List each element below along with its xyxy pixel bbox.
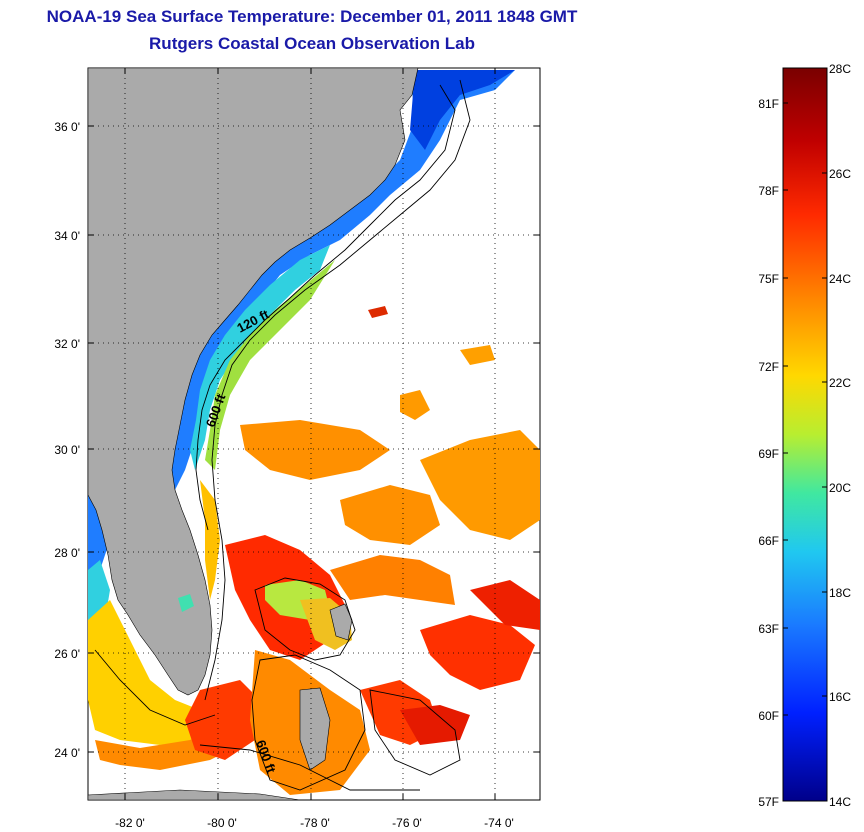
cb-f-72: 72F bbox=[758, 360, 779, 374]
contour-120ft bbox=[195, 84, 456, 531]
sst-coastal-cyan bbox=[190, 245, 330, 470]
contour-florida-keys bbox=[94, 649, 216, 726]
cb-c-24: 24C bbox=[829, 272, 851, 286]
cb-c-14: 14C bbox=[829, 795, 851, 809]
cb-f-75: 75F bbox=[758, 272, 779, 286]
bathymetry-contours bbox=[94, 79, 471, 791]
contour-bahamas bbox=[254, 577, 356, 661]
cb-f-81: 81F bbox=[758, 97, 779, 111]
cb-f-57: 57F bbox=[758, 795, 779, 809]
sst-orange-scatter bbox=[400, 390, 430, 420]
land-bahamas-1 bbox=[329, 603, 353, 641]
colorbar-ticks bbox=[783, 67, 827, 802]
sst-orange-mid bbox=[460, 345, 495, 365]
cb-c-22: 22C bbox=[829, 376, 851, 390]
lat-label-36: 36 0' bbox=[54, 120, 80, 134]
lon-label-80: -80 0' bbox=[207, 816, 237, 830]
cb-f-63: 63F bbox=[758, 622, 779, 636]
contour-600ft bbox=[204, 79, 471, 701]
cb-f-78: 78F bbox=[758, 184, 779, 198]
lat-label-34: 34 0' bbox=[54, 229, 80, 243]
land-bahamas-2 bbox=[299, 687, 331, 771]
sst-red-patch-north bbox=[368, 306, 388, 318]
sst-warm-orange-2 bbox=[330, 555, 455, 605]
map-layers bbox=[88, 68, 540, 800]
axis-ticks bbox=[88, 68, 540, 800]
land-cuba bbox=[88, 789, 301, 800]
cb-c-18: 18C bbox=[829, 586, 851, 600]
lon-label-78: -78 0' bbox=[300, 816, 330, 830]
cb-f-69: 69F bbox=[758, 447, 779, 461]
contour-bahamas-2 bbox=[251, 654, 366, 791]
lon-label-74: -74 0' bbox=[484, 816, 514, 830]
sst-warm-orange-4 bbox=[240, 420, 390, 480]
lat-label-24: 24 0' bbox=[54, 746, 80, 760]
sst-warm-red-3 bbox=[420, 615, 535, 690]
lon-labels: -82 0' -80 0' -78 0' -76 0' -74 0' bbox=[115, 816, 514, 830]
map-title: NOAA-19 Sea Surface Temperature: Decembe… bbox=[46, 7, 578, 26]
contour-bahamas-3 bbox=[369, 689, 461, 776]
lat-labels: 36 0' 34 0' 32 0' 30 0' 28 0' 26 0' 24 0… bbox=[54, 120, 80, 760]
sst-warm-red-2 bbox=[185, 680, 260, 760]
cb-c-26: 26C bbox=[829, 167, 851, 181]
colorbar-fahrenheit-labels: 81F 78F 75F 72F 69F 66F 63F 60F 57F bbox=[758, 97, 779, 809]
cb-f-60: 60F bbox=[758, 709, 779, 723]
sst-coastal-green bbox=[205, 260, 335, 470]
colorbar-celsius-labels: 28C 26C 24C 22C 20C 18C 16C 14C bbox=[829, 62, 851, 809]
sst-coastal-cold bbox=[150, 70, 515, 500]
graticule bbox=[88, 68, 540, 800]
sst-warm-orange-3 bbox=[420, 430, 540, 540]
contour-cuba bbox=[199, 744, 420, 791]
sst-warm-red-6 bbox=[400, 705, 470, 745]
lat-label-30: 30 0' bbox=[54, 443, 80, 457]
sst-warm-orange-5 bbox=[340, 485, 440, 545]
sst-warm-red-4 bbox=[470, 580, 540, 630]
lat-label-32: 32 0' bbox=[54, 337, 80, 351]
cb-f-66: 66F bbox=[758, 534, 779, 548]
colorbar bbox=[782, 67, 828, 802]
cb-c-20: 20C bbox=[829, 481, 851, 495]
lat-label-26: 26 0' bbox=[54, 647, 80, 661]
lat-label-28: 28 0' bbox=[54, 546, 80, 560]
lon-label-82: -82 0' bbox=[115, 816, 145, 830]
sst-coastal-blue bbox=[410, 70, 515, 150]
cb-c-16: 16C bbox=[829, 690, 851, 704]
land-lake-okeechobee bbox=[178, 594, 194, 612]
land-southeast-us bbox=[88, 68, 419, 696]
cb-c-28: 28C bbox=[829, 62, 851, 76]
lon-label-76: -76 0' bbox=[392, 816, 422, 830]
sst-florida-east bbox=[200, 480, 220, 600]
map-subtitle: Rutgers Coastal Ocean Observation Lab bbox=[149, 34, 475, 53]
